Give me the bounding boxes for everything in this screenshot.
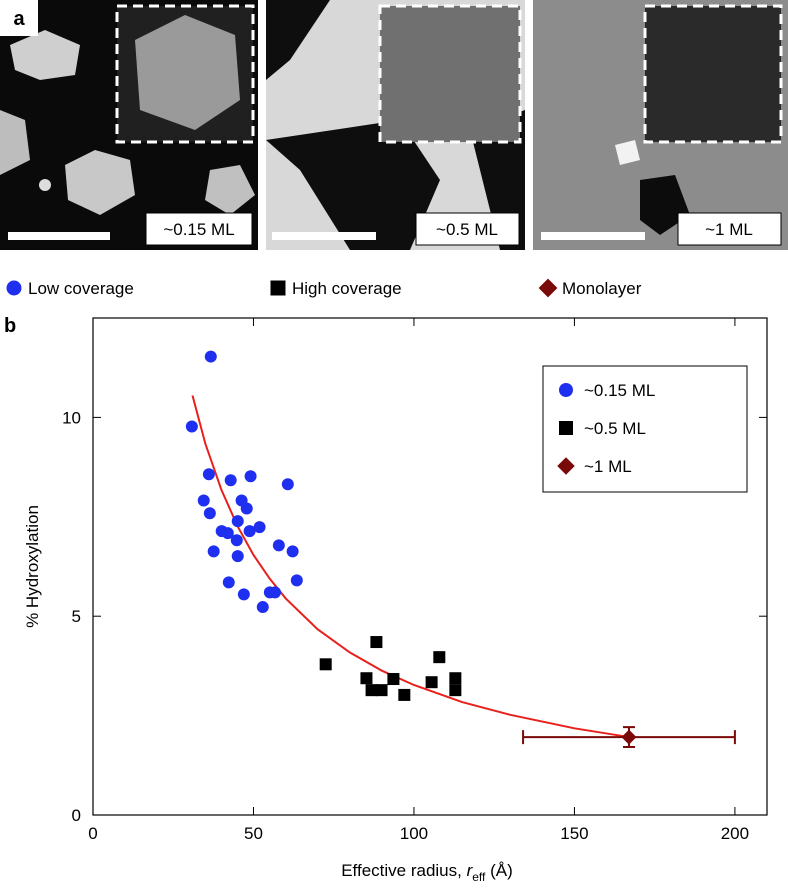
- x-axis-label-var: r: [467, 861, 474, 880]
- legend-label: ~0.5 ML: [584, 419, 646, 438]
- marker: [185, 420, 198, 433]
- marker: [202, 468, 215, 481]
- stm-image-1: [0, 0, 258, 250]
- legend-label: High coverage: [292, 279, 402, 298]
- marker: [243, 525, 256, 538]
- marker: [286, 545, 299, 558]
- marker: [237, 588, 250, 601]
- x-tick-label: 100: [400, 824, 428, 843]
- legend-marker: [559, 383, 573, 397]
- marker: [197, 494, 210, 507]
- plot-frame: [92, 317, 768, 816]
- marker: [621, 729, 637, 745]
- marker: [433, 651, 446, 664]
- legend-box: [542, 365, 748, 493]
- marker: [360, 672, 373, 685]
- marker: [387, 673, 400, 686]
- legend-label: ~0.15 ML: [584, 381, 655, 400]
- marker: [222, 576, 235, 589]
- marker: [207, 545, 220, 558]
- panel-label: a: [13, 8, 25, 30]
- panel-label: b: [4, 315, 16, 337]
- panel-label-box: [0, 0, 38, 36]
- coverage-label-box: [677, 212, 782, 246]
- marker: [365, 684, 378, 697]
- marker: [375, 684, 388, 697]
- x-tick-label: 150: [560, 824, 588, 843]
- x-tick-label: 50: [244, 824, 263, 843]
- legend-label: Low coverage: [28, 279, 134, 298]
- marker: [398, 688, 411, 701]
- marker: [272, 539, 285, 552]
- coverage-label: ~1 ML: [705, 220, 753, 239]
- marker: [268, 586, 281, 599]
- x-axis-label-text: Effective radius,: [341, 861, 466, 880]
- legend-marker: [538, 278, 558, 298]
- legend-marker: [6, 280, 22, 296]
- legend-marker: [557, 457, 575, 475]
- x-axis-label: Effective radius, reff (Å): [341, 861, 513, 884]
- marker: [231, 550, 244, 563]
- x-tick-label: 0: [88, 824, 97, 843]
- legend-label: Monolayer: [562, 279, 642, 298]
- marker: [244, 470, 257, 483]
- marker: [224, 474, 237, 487]
- y-axis-label: % Hydroxylation: [23, 505, 42, 628]
- marker: [370, 636, 383, 649]
- fit-curve: [191, 395, 630, 739]
- marker: [203, 507, 216, 520]
- x-tick-label: 200: [721, 824, 749, 843]
- marker: [256, 601, 269, 614]
- marker: [221, 527, 234, 540]
- coverage-label-box: [145, 212, 253, 246]
- y-tick-label: 10: [62, 408, 81, 427]
- marker: [204, 350, 217, 363]
- coverage-label-box: [415, 212, 520, 246]
- marker: [253, 521, 266, 534]
- marker: [319, 658, 332, 671]
- coverage-label: ~0.5 ML: [436, 220, 498, 239]
- x-axis-label-sub: eff: [472, 870, 486, 884]
- marker: [449, 672, 462, 685]
- legend-marker: [559, 421, 573, 435]
- marker: [449, 684, 462, 697]
- y-tick-label: 0: [72, 806, 81, 825]
- marker: [230, 534, 243, 547]
- stm-image-3: [533, 0, 788, 250]
- legend-label: ~1 ML: [584, 457, 632, 476]
- marker: [290, 574, 303, 587]
- marker: [425, 676, 438, 689]
- x-axis-label-unit: (Å): [485, 861, 512, 880]
- marker: [231, 515, 244, 528]
- coverage-label: ~0.15 ML: [163, 220, 234, 239]
- y-tick-label: 5: [72, 607, 81, 626]
- stm-image-2: [266, 0, 525, 250]
- marker: [281, 478, 294, 491]
- legend-marker: [270, 280, 286, 296]
- marker: [240, 502, 253, 515]
